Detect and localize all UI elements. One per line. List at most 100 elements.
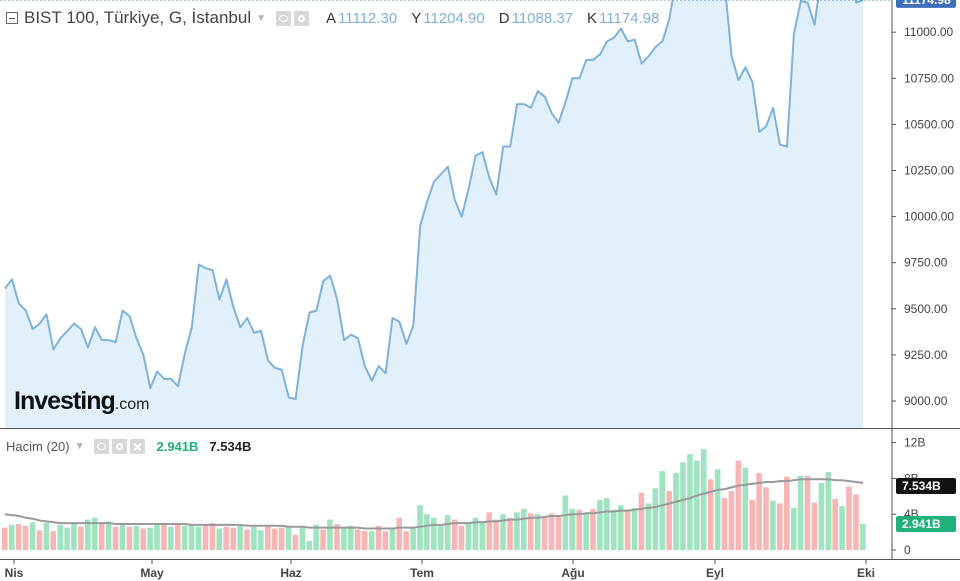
volume-bar: [458, 525, 465, 550]
volume-bar: [832, 499, 838, 550]
volume-bar: [860, 524, 866, 550]
x-tick-label: Eki: [857, 566, 875, 580]
low-label: D: [498, 9, 510, 27]
volume-bar: [424, 514, 430, 550]
volume-bar: [687, 454, 693, 550]
volume-bar: [541, 516, 548, 550]
volume-bar: [790, 507, 797, 550]
collapse-icon[interactable]: [6, 12, 18, 24]
volume-bar: [700, 448, 707, 550]
volume-bar: [71, 524, 77, 550]
volume-bar: [846, 486, 852, 550]
volume-bar: [8, 524, 15, 550]
volume-bar: [64, 527, 70, 550]
y-tick-label: 9250.00: [904, 348, 948, 362]
volume-bar: [175, 524, 181, 550]
volume-bar: [368, 531, 375, 550]
close-label: K: [587, 9, 598, 27]
volume-bar: [659, 471, 665, 550]
volume-bar: [168, 526, 174, 550]
volume-bar: [811, 502, 818, 550]
y-tick-label: 9500.00: [904, 302, 948, 316]
volume-bar: [514, 512, 520, 550]
last-price-tag-label: 11174.98: [902, 0, 951, 7]
volume-bar: [327, 519, 333, 550]
volume-last-tag-bg: [896, 516, 956, 532]
volume-bar: [438, 524, 444, 550]
volume-bar: [209, 523, 216, 550]
volume-ma-tag-bg: [896, 478, 956, 494]
open-label: A: [326, 9, 337, 27]
high-value: 11204.90: [423, 9, 485, 27]
volume-bar: [583, 513, 589, 550]
volume-bar: [50, 531, 56, 550]
instrument-title[interactable]: BIST 100, Türkiye, G, İstanbul: [24, 8, 252, 27]
volume-bar: [666, 490, 672, 550]
volume-tick-label: 0: [904, 543, 911, 557]
volume-bar: [119, 524, 126, 550]
volume-bar: [410, 528, 416, 550]
volume-bar: [258, 530, 264, 550]
volume-bar: [278, 527, 285, 550]
volume-bar: [202, 524, 209, 550]
volume-bar: [361, 531, 368, 550]
y-tick-label: 10750.00: [904, 71, 954, 85]
volume-bar: [749, 499, 755, 550]
volume-bar: [472, 517, 479, 550]
volume-bar: [555, 515, 562, 550]
close-icon[interactable]: [130, 438, 146, 454]
volume-bar: [624, 510, 631, 550]
y-tick-label: 10250.00: [904, 164, 954, 178]
volume-bar: [680, 462, 686, 550]
volume-bar: [2, 527, 8, 550]
y-tick-label: 10000.00: [904, 210, 954, 224]
volume-bar: [645, 503, 652, 550]
open-value: 11112.30: [338, 9, 398, 27]
volume-bar: [29, 522, 36, 550]
volume-bar: [334, 524, 340, 550]
x-tick-label: Ağu: [561, 566, 584, 580]
volume-bar: [22, 525, 29, 550]
x-tick-label: May: [140, 566, 164, 580]
low-value: 11088.37: [511, 9, 574, 27]
volume-bar: [604, 498, 610, 550]
gear-icon[interactable]: [112, 438, 128, 454]
volume-bar: [548, 513, 555, 550]
volume-bar: [500, 514, 506, 550]
chevron-down-icon[interactable]: ▼: [74, 440, 85, 452]
volume-bar: [735, 460, 742, 550]
volume-bar: [631, 507, 638, 550]
volume-bar: [527, 513, 534, 550]
volume-bar: [465, 522, 472, 550]
volume-bar: [341, 527, 347, 550]
volume-bar: [306, 541, 313, 550]
volume-bar: [853, 494, 859, 550]
volume-bar: [271, 528, 278, 550]
volume-last-tag: 2.941B: [896, 516, 956, 532]
volume-bar: [562, 495, 569, 550]
last-price-tag: 11174.98: [896, 0, 956, 8]
volume-bar: [721, 498, 728, 550]
gear-icon[interactable]: [294, 10, 309, 26]
volume-bar: [444, 515, 451, 550]
x-tick-label: Nis: [5, 566, 24, 580]
volume-bar: [652, 488, 659, 550]
volume-bar: [216, 528, 223, 550]
volume-title[interactable]: Hacim (20): [6, 438, 70, 454]
volume-bar: [839, 506, 845, 550]
eye-icon[interactable]: [94, 438, 110, 454]
volume-bar: [569, 508, 575, 550]
volume-bar: [728, 490, 735, 550]
main-legend: BIST 100, Türkiye, G, İstanbul ▼ A 11112.…: [6, 8, 659, 28]
volume-bar: [486, 512, 492, 550]
eye-icon[interactable]: [276, 10, 291, 26]
y-tick-label: 9000.00: [904, 394, 948, 408]
volume-bar: [521, 508, 527, 550]
volume-bar: [244, 529, 250, 550]
volume-ma-tag-label: 7.534B: [902, 479, 941, 493]
volume-bar: [354, 529, 361, 550]
chevron-down-icon[interactable]: ▼: [256, 12, 266, 24]
volume-bar: [763, 487, 769, 550]
